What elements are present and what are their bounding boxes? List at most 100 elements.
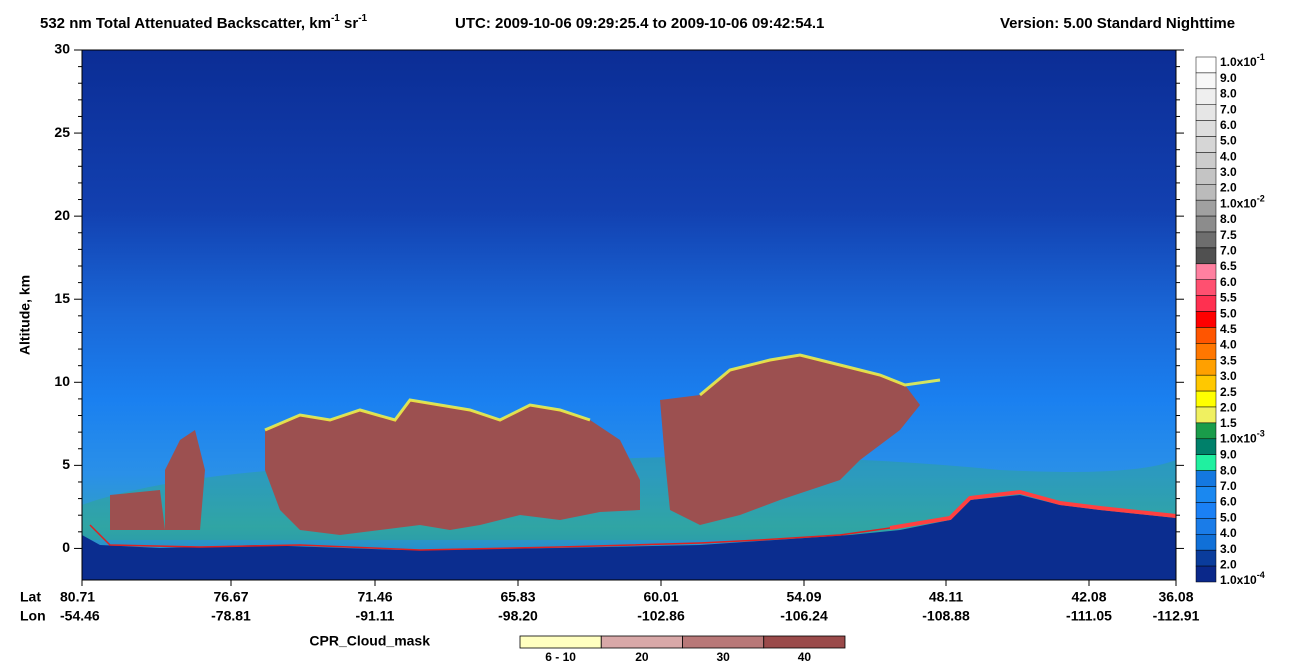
- colorbar-label: 4.0: [1220, 338, 1237, 352]
- colorbar-box: [1195, 215, 1217, 233]
- y-tick-label: 30: [54, 41, 70, 57]
- colorbar-label: 3.5: [1220, 353, 1237, 367]
- cloud: [110, 490, 165, 530]
- y-axis-label: Altitude, km: [17, 275, 33, 355]
- colorbar-label: 1.0x10-4: [1220, 570, 1265, 587]
- cloud-top-edge: [264, 353, 941, 432]
- colorbar-label: 8.0: [1220, 87, 1237, 101]
- colorbar-label: 5.0: [1220, 510, 1237, 524]
- cpr-legend-box: [763, 635, 846, 649]
- colorbar-label: 2.0: [1220, 557, 1237, 571]
- x-tick-label: -102.86: [637, 608, 685, 624]
- colorbar-label: 6.0: [1220, 275, 1237, 289]
- colorbar-box: [1195, 406, 1217, 424]
- cpr-legend-category: 30: [716, 650, 730, 664]
- surface-line: [89, 524, 891, 551]
- colorbar-box: [1195, 502, 1217, 519]
- colorbar-label: 9.0: [1220, 71, 1237, 85]
- cpr-legend-label: CPR_Cloud_mask: [309, 633, 430, 649]
- colorbar-box: [1195, 438, 1217, 455]
- colorbar-label-exponent: -1: [1257, 52, 1265, 62]
- x-tick-label: 54.09: [786, 589, 821, 605]
- colorbar-label: 7.5: [1220, 228, 1237, 242]
- colorbar-box: [1195, 454, 1217, 471]
- plot-frame: [81, 49, 1177, 581]
- ground: [82, 495, 1176, 580]
- colorbar-label: 2.0: [1220, 181, 1237, 195]
- colorbar-label: 3.0: [1220, 165, 1237, 179]
- x-tick-label: -78.81: [211, 608, 251, 624]
- colorbar-box: [1195, 199, 1217, 217]
- x-tick-label: -91.11: [356, 608, 395, 624]
- y-tick-label: 0: [62, 539, 70, 555]
- colorbar-box: [1195, 486, 1217, 503]
- x-tick-label: 48.11: [929, 589, 963, 605]
- colorbar-box: [1195, 470, 1217, 487]
- colorbar-box: [1195, 518, 1217, 535]
- cloud: [265, 400, 640, 535]
- colorbar-box: [1195, 120, 1217, 137]
- colorbar-box: [1195, 295, 1217, 312]
- colorbar-box: [1195, 136, 1217, 153]
- colorbar-box: [1195, 565, 1217, 583]
- colorbar-label: 4.0: [1220, 526, 1237, 540]
- clouds: [110, 355, 920, 535]
- x-tick-label: 80.71: [60, 589, 95, 605]
- colorbar-label: 5.0: [1220, 306, 1237, 320]
- colorbar-label: 7.0: [1220, 244, 1237, 258]
- y-tick-label: 20: [54, 207, 70, 223]
- x-tick-label: 60.01: [643, 589, 678, 605]
- colorbar-label: 7.0: [1220, 479, 1237, 493]
- colorbar-label: 7.0: [1220, 102, 1237, 116]
- colorbar-box: [1195, 56, 1217, 74]
- chart-title: 532 nm Total Attenuated Backscatter, km-…: [40, 13, 368, 32]
- colorbar-box: [1195, 88, 1217, 105]
- colorbar-box: [1195, 311, 1217, 328]
- colorbar-label: 1.0x10-2: [1220, 194, 1265, 211]
- colorbar-box: [1195, 263, 1217, 280]
- colorbar-label: 1.5: [1220, 416, 1237, 430]
- colorbar-label: 6.5: [1220, 259, 1237, 273]
- cpr-legend-box: [600, 635, 683, 649]
- colorbar-box: [1195, 374, 1217, 392]
- colorbar-label: 1.0x10-1: [1220, 52, 1265, 69]
- colorbar-box: [1195, 247, 1217, 265]
- cpr-legend-category: 20: [635, 650, 649, 664]
- colorbar-box: [1195, 390, 1217, 408]
- colorbar-box: [1195, 359, 1217, 376]
- colorbar-box: [1195, 104, 1217, 121]
- colorbar-label: 6.0: [1220, 495, 1237, 509]
- y-tick-label: 5: [62, 456, 70, 472]
- colorbar-label: 9.0: [1220, 448, 1237, 462]
- colorbar-box: [1195, 534, 1217, 551]
- surface-return: [889, 489, 1177, 530]
- colorbar-label: 6.0: [1220, 118, 1237, 132]
- cpr-legend-category: 6 - 10: [545, 650, 576, 664]
- x-tick-label: 42.08: [1071, 589, 1106, 605]
- x-tick-label: -106.24: [780, 608, 828, 624]
- colorbar-label-mantissa: 1.0x10: [1220, 432, 1257, 446]
- colorbar-label-mantissa: 1.0x10: [1220, 196, 1257, 210]
- colorbar-label: 2.5: [1220, 385, 1237, 399]
- x-tick-label: 76.67: [213, 589, 248, 605]
- cpr-legend-box: [519, 635, 602, 649]
- x-tick-label: -108.88: [922, 608, 970, 624]
- colorbar-box: [1195, 279, 1217, 296]
- y-tick-label: 15: [54, 290, 70, 306]
- cloud: [165, 430, 205, 530]
- colorbar-label-mantissa: 1.0x10: [1220, 573, 1257, 587]
- colorbar-box: [1195, 549, 1217, 567]
- colorbar-box: [1195, 327, 1217, 344]
- colorbar-label: 4.0: [1220, 149, 1237, 163]
- colorbar-label: 5.0: [1220, 134, 1237, 148]
- colorbar-box: [1195, 168, 1217, 185]
- x-tick-label: -98.20: [498, 608, 538, 624]
- colorbar-box: [1195, 152, 1217, 169]
- x-tick-label: -111.05: [1066, 608, 1112, 624]
- colorbar-label: 3.0: [1220, 542, 1237, 556]
- colorbar-label: 3.0: [1220, 369, 1237, 383]
- colorbar-label: 8.0: [1220, 212, 1237, 226]
- x-row-label: Lon: [20, 608, 46, 624]
- colorbar-box: [1195, 422, 1217, 440]
